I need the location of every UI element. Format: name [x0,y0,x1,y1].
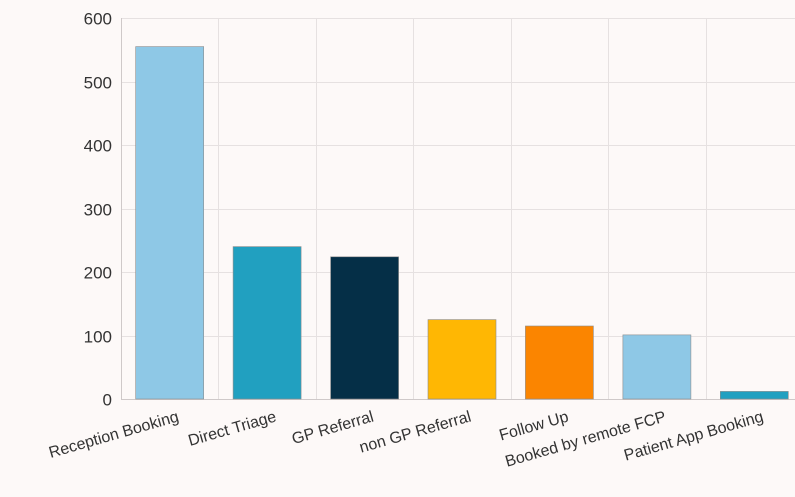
y-tick-label: 500 [84,74,112,93]
y-tick-label: 100 [84,328,112,347]
x-category-label: Booked by remote FCP [503,409,668,471]
x-axis-categories: Reception Booking Direct Triage GP Referra… [47,408,765,470]
bar-booked-by-remote-fcp [623,335,691,399]
bar-direct-triage [233,247,301,399]
x-category-label: non GP Referral [358,409,474,457]
bar-layer [136,47,789,399]
y-tick-label: 400 [84,137,112,156]
bar-follow-up [525,326,593,399]
y-tick-label: 600 [84,10,112,29]
bar-patient-app-booking [720,391,788,399]
bar-reception-booking [136,47,204,399]
bar-gp-referral [331,257,399,399]
bar-non-gp-referral [428,320,496,399]
y-tick-label: 0 [103,391,112,410]
y-tick-label: 300 [84,201,112,220]
x-category-label: Direct Triage [186,408,278,449]
y-tick-label: 200 [84,264,112,283]
y-axis-ticks: 0 100 200 300 400 500 600 [84,10,112,410]
x-category-label: Reception Booking [47,409,181,462]
